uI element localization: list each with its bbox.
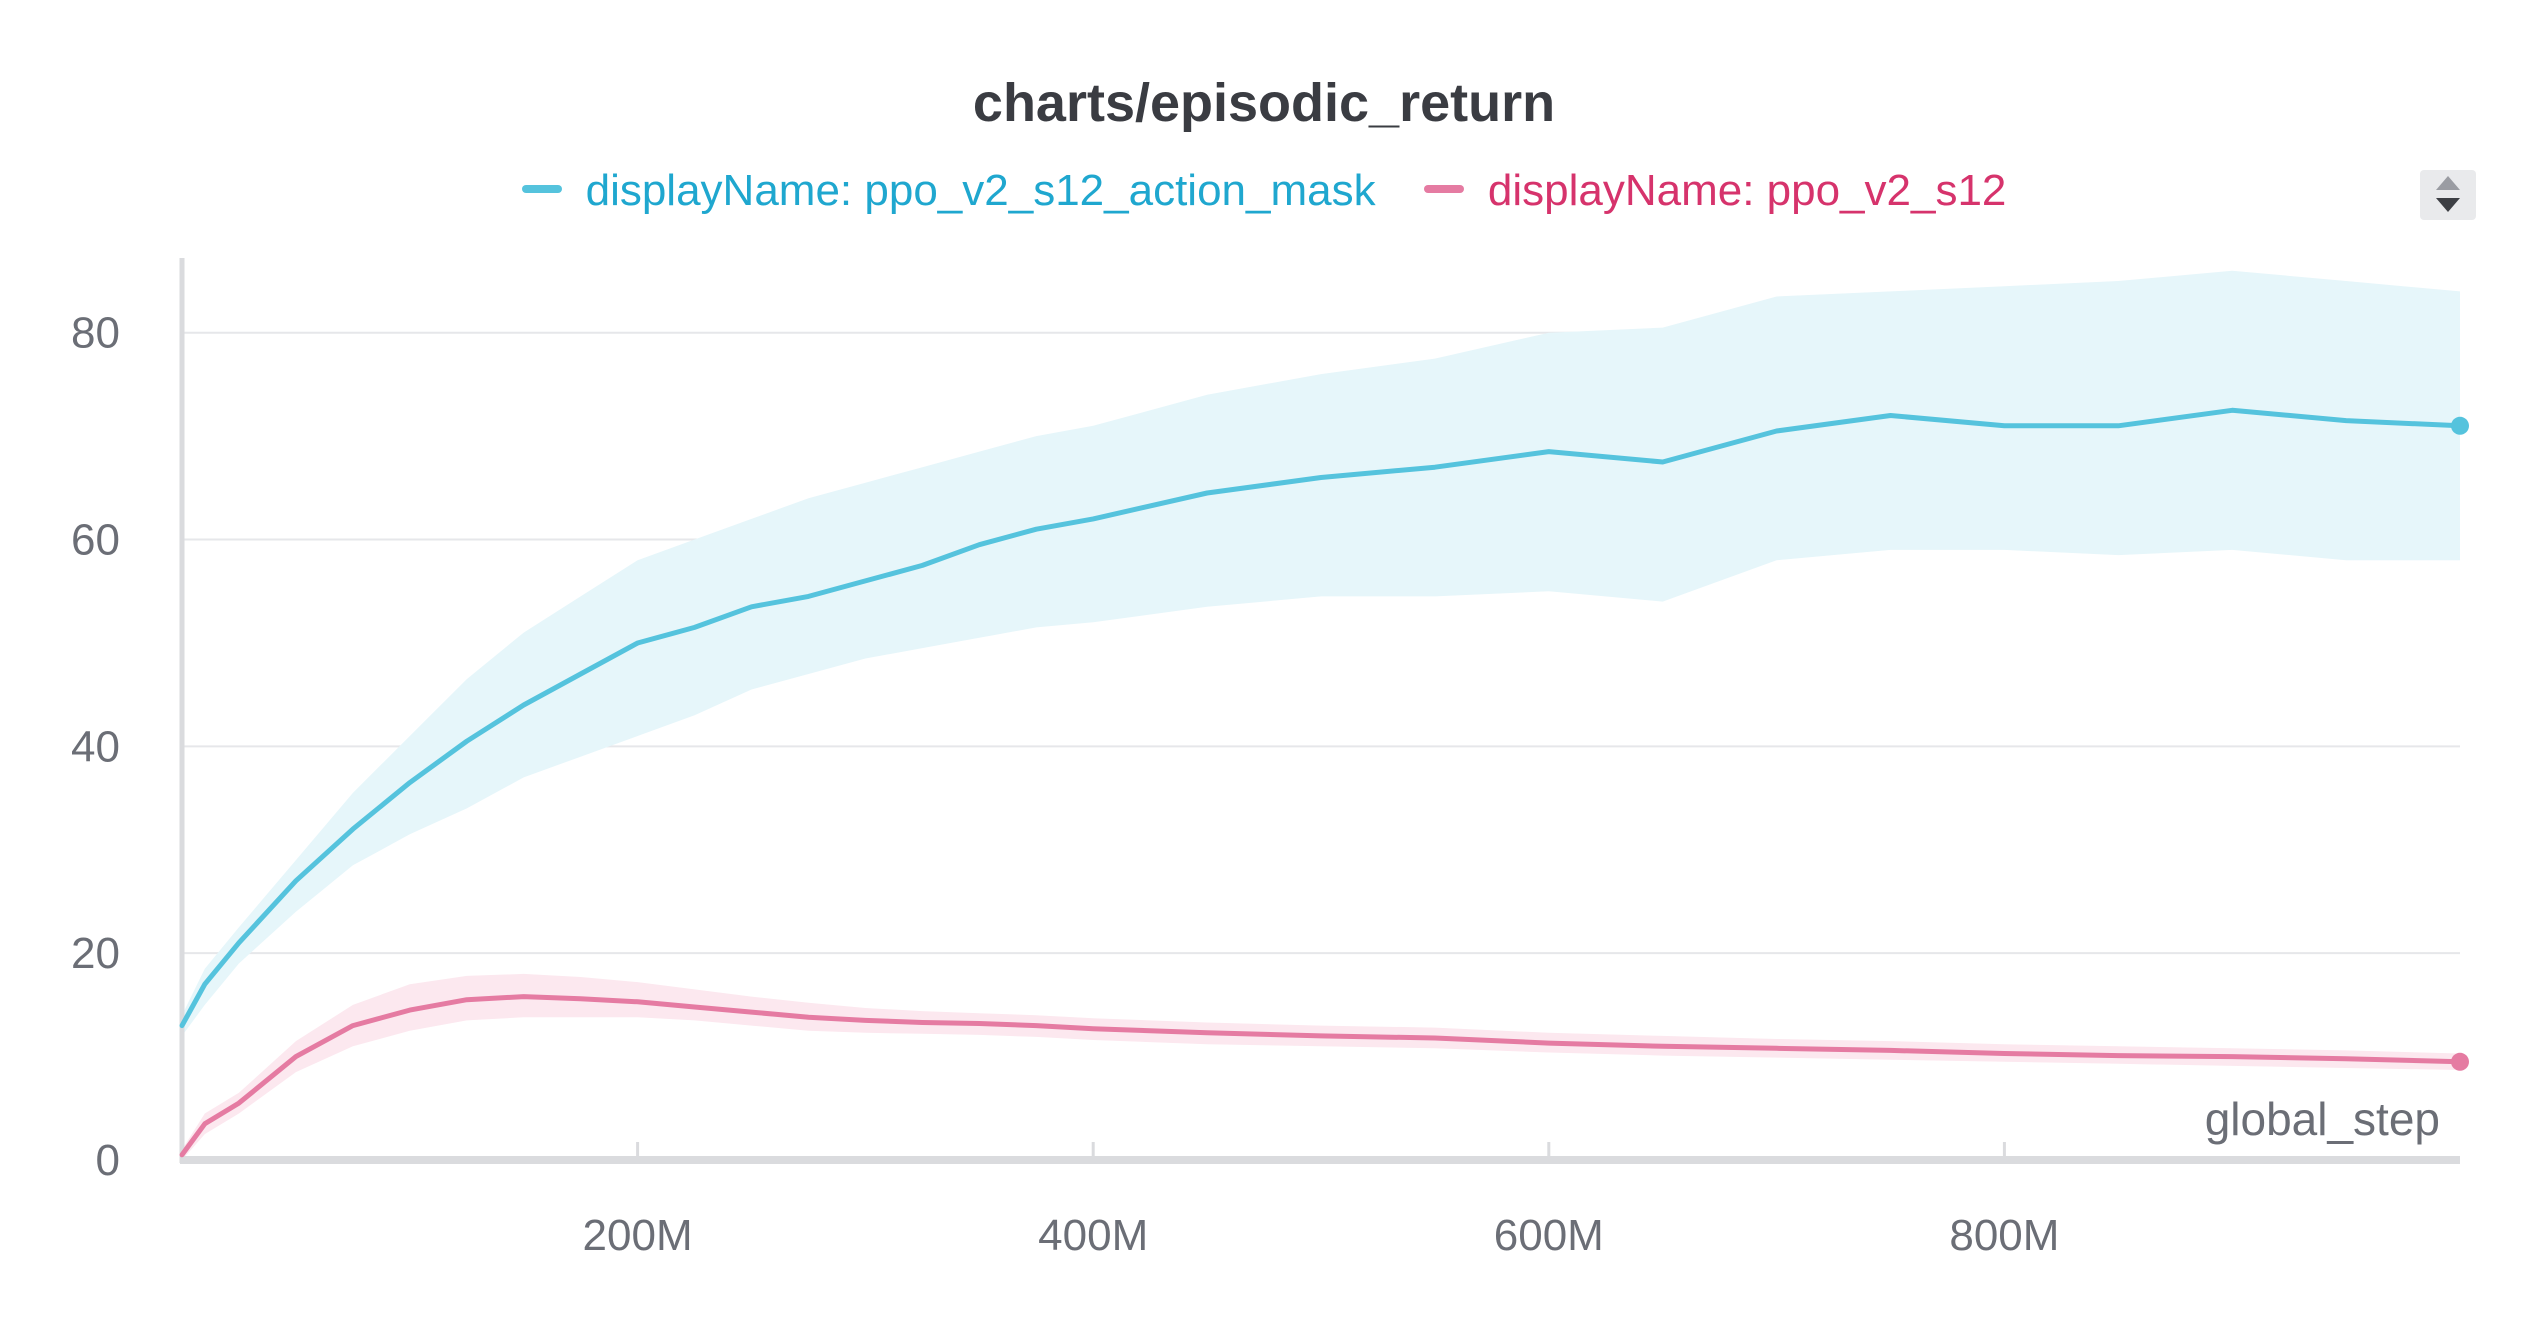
legend-label: displayName: ppo_v2_s12_action_mask [585, 166, 1376, 215]
y-tick-label: 0 [96, 1136, 120, 1185]
legend-label: displayName: ppo_v2_s12 [1487, 166, 2007, 215]
legend-swatch-icon [521, 185, 562, 194]
y-tick-label: 80 [71, 309, 120, 358]
y-tick-label: 20 [71, 929, 120, 978]
series-1-line[interactable] [179, 994, 2463, 1158]
series-1-band [182, 973, 2460, 1160]
series-0-band [182, 270, 2460, 1036]
y-tick-label: 40 [71, 722, 120, 771]
legend-scroll-control[interactable] [2420, 170, 2476, 220]
chart-title: charts/episodic_return [972, 73, 1556, 133]
legend-swatch-icon [1423, 185, 1464, 194]
x-tick-label: 600M [1494, 1211, 1604, 1260]
y-tick-label: 60 [71, 516, 120, 565]
arrow-up-icon[interactable] [2436, 176, 2460, 190]
x-tick-label: 200M [583, 1211, 693, 1260]
series-0-endpoint[interactable] [2451, 416, 2469, 435]
x-tick-label: 800M [1949, 1211, 2059, 1260]
arrow-down-icon[interactable] [2436, 198, 2460, 212]
legend-item-action-mask[interactable]: displayName: ppo_v2_s12_action_mask [521, 166, 1376, 216]
legend-item-baseline[interactable]: displayName: ppo_v2_s12 [1423, 166, 2007, 216]
x-axis-title: global_step [2205, 1093, 2440, 1145]
legend: displayName: ppo_v2_s12_action_mask disp… [0, 166, 2528, 216]
series-1-endpoint[interactable] [2451, 1052, 2469, 1071]
series-0-line[interactable] [179, 407, 2463, 1029]
x-tick-label: 400M [1038, 1211, 1148, 1260]
